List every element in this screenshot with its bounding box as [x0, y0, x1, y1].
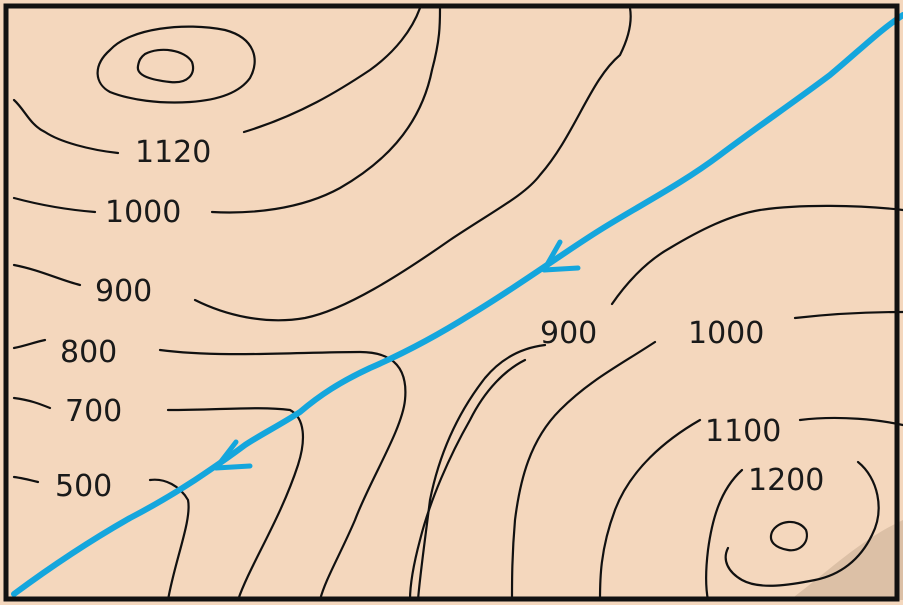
contour-700	[12, 396, 304, 602]
label-contour-1120: 1120	[135, 135, 211, 170]
label-contour-900-left: 900	[95, 274, 152, 309]
contour-1200	[705, 460, 880, 602]
label-contour-1000-left: 1000	[105, 195, 181, 230]
contour-1000-right	[510, 310, 903, 602]
label-contour-500: 500	[55, 469, 112, 504]
label-contour-1000-right: 1000	[688, 316, 764, 351]
contour-1120	[12, 6, 422, 155]
contour-1000-left	[12, 6, 442, 214]
contour-800	[12, 338, 407, 602]
contour-hilltop-inner	[136, 48, 195, 84]
contour-900-left	[12, 6, 632, 322]
contour-hilltop-outer	[96, 25, 256, 104]
contour-ridge-1	[416, 343, 547, 602]
contour-500	[12, 475, 190, 602]
river	[11, 12, 903, 597]
label-contour-1200: 1200	[748, 463, 824, 498]
label-contour-1100: 1100	[705, 414, 781, 449]
map-border	[3, 3, 900, 602]
contour-900-right	[610, 204, 903, 306]
contour-ridge-2	[408, 358, 527, 602]
label-contour-800: 800	[60, 335, 117, 370]
label-contour-700: 700	[65, 394, 122, 429]
river-flow-arrow-lower	[213, 439, 253, 471]
label-contour-900-right: 900	[540, 316, 597, 351]
contour-hilltop-lower-right	[769, 520, 808, 552]
river-flow-arrow-upper	[541, 239, 581, 273]
